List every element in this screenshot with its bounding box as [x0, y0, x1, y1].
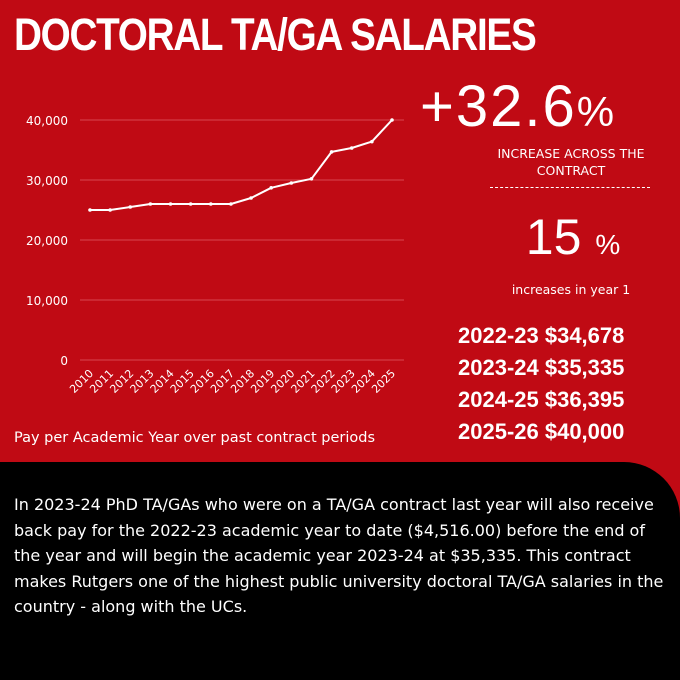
- salary-item: 2023-24 $35,335: [458, 355, 625, 380]
- salary-item: 2022-23 $34,678: [458, 323, 625, 348]
- data-point: [309, 177, 314, 181]
- data-point: [269, 186, 274, 190]
- page-title: DOCTORAL TA/GA SALARIES: [14, 9, 537, 60]
- data-point: [148, 202, 153, 206]
- year-one-increase: 15 %: [508, 212, 638, 262]
- bottom-info-text: In 2023-24 PhD TA/GAs who were on a TA/G…: [14, 495, 664, 616]
- year-one-increase-symbol: %: [595, 229, 621, 260]
- y-tick-label: 0: [60, 354, 68, 368]
- salary-item: 2025-26 $40,000: [458, 419, 625, 444]
- data-point: [188, 202, 193, 206]
- data-point: [329, 150, 334, 154]
- y-tick-label: 10,000: [26, 294, 68, 308]
- data-point: [390, 118, 394, 122]
- data-point: [128, 205, 133, 209]
- salary-list: 2022-23 $34,678 2023-24 $35,335 2024-25 …: [458, 320, 624, 448]
- data-point: [88, 208, 92, 212]
- series-line-group: [88, 118, 394, 212]
- data-point: [229, 202, 233, 206]
- salary-line-chart: 0 10,000 20,000 30,000 40,000 20102011201220…: [26, 114, 404, 396]
- chart-caption: Pay per Academic Year over past contract…: [14, 430, 376, 446]
- salary-item: 2024-25 $36,395: [458, 387, 625, 412]
- y-tick-label: 30,000: [26, 174, 68, 188]
- x-tick-label: 2025: [369, 367, 398, 396]
- data-point: [289, 181, 294, 185]
- data-point: [349, 146, 354, 150]
- chart-gridlines: [80, 119, 404, 361]
- y-axis-ticks: 0 10,000 20,000 30,000 40,000: [26, 114, 68, 368]
- headline-increase-value: +32.6: [420, 74, 577, 139]
- series-line: [89, 119, 393, 211]
- headline-increase-caption: INCREASE ACROSS THE CONTRACT: [497, 146, 645, 178]
- dashed-divider: [490, 187, 650, 188]
- data-point: [209, 202, 213, 206]
- data-point: [108, 208, 112, 212]
- headline-increase-symbol: %: [576, 88, 615, 135]
- headline-increase: +32.6%: [420, 78, 660, 136]
- data-point: [168, 202, 173, 206]
- y-tick-label: 40,000: [26, 114, 68, 128]
- y-tick-label: 20,000: [26, 234, 68, 248]
- x-axis-ticks: 2010201120122013201420152016201720182019…: [67, 367, 398, 396]
- data-point: [370, 139, 374, 144]
- year-one-increase-value: 15: [525, 209, 582, 265]
- bottom-info-panel: In 2023-24 PhD TA/GAs who were on a TA/G…: [0, 462, 680, 680]
- data-point: [249, 196, 253, 200]
- year-one-increase-caption: increases in year 1: [511, 282, 631, 297]
